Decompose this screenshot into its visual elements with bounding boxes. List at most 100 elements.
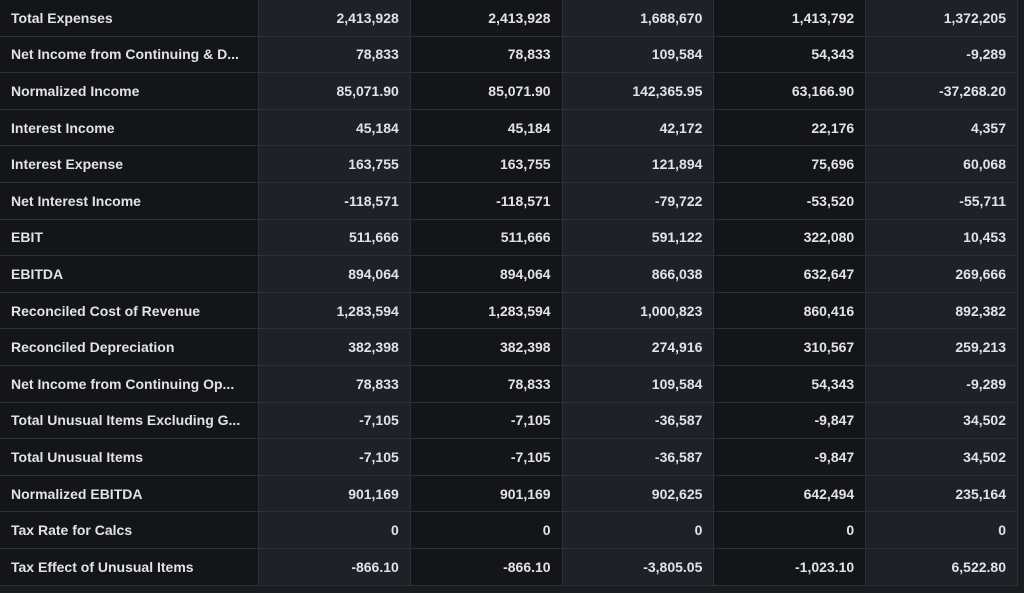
value-cell: 1,372,205 (865, 0, 1018, 37)
row-label: Tax Rate for Calcs (0, 511, 259, 549)
value-cell: -7,105 (409, 438, 563, 476)
row-label: Interest Income (0, 108, 259, 147)
value-cell: 6,522.80 (865, 547, 1018, 586)
value-cell: 142,365.95 (561, 72, 715, 110)
row-label: Interest Expense (0, 145, 259, 183)
table-row: EBITDA 894,064 894,064 866,038 632,647 269,66… (0, 255, 1018, 293)
row-label: EBITDA (0, 255, 259, 293)
value-cell: 1,283,594 (258, 291, 411, 330)
row-label: Net Income from Continuing Op... (0, 364, 259, 403)
value-cell: -79,722 (561, 181, 715, 220)
value-cell: 274,916 (561, 328, 715, 366)
value-cell: 1,413,792 (713, 0, 867, 37)
table-row: Net Income from Continuing Op... 78,833 78… (0, 364, 1018, 403)
value-cell: 0 (865, 511, 1018, 549)
value-cell: -7,105 (258, 438, 411, 476)
value-cell: 892,382 (865, 291, 1018, 330)
row-label: Net Income from Continuing & D... (0, 35, 259, 74)
value-cell: 382,398 (409, 328, 563, 366)
value-cell: -53,520 (713, 181, 867, 220)
row-label: Total Unusual Items (0, 438, 259, 476)
value-cell: -9,847 (713, 401, 867, 440)
table-row: Interest Income 45,184 45,184 42,172 22,176 4… (0, 108, 1018, 147)
value-cell: 1,688,670 (561, 0, 715, 37)
value-cell: -7,105 (409, 401, 563, 440)
value-cell: 75,696 (713, 145, 867, 183)
value-cell: -7,105 (258, 401, 411, 440)
value-cell: 109,584 (561, 364, 715, 403)
value-cell: -37,268.20 (865, 72, 1018, 110)
value-cell: 63,166.90 (713, 72, 867, 110)
value-cell: 78,833 (258, 364, 411, 403)
value-cell: 78,833 (258, 35, 411, 74)
value-cell: 894,064 (258, 255, 411, 293)
value-cell: 866,038 (561, 255, 715, 293)
row-label: Reconciled Cost of Revenue (0, 291, 259, 330)
value-cell: 109,584 (561, 35, 715, 74)
value-cell: 0 (561, 511, 715, 549)
value-cell: 22,176 (713, 108, 867, 147)
row-label: Total Unusual Items Excluding G... (0, 401, 259, 440)
value-cell: 10,453 (865, 218, 1018, 257)
value-cell: 54,343 (713, 364, 867, 403)
value-cell: 45,184 (409, 108, 563, 147)
value-cell: 382,398 (258, 328, 411, 366)
table-row: Total Expenses 2,413,928 2,413,928 1,688,67… (0, 0, 1018, 37)
table-row: Tax Effect of Unusual Items -866.10 -866.1… (0, 547, 1018, 586)
value-cell: 860,416 (713, 291, 867, 330)
value-cell: 54,343 (713, 35, 867, 74)
value-cell: 85,071.90 (409, 72, 563, 110)
value-cell: 0 (258, 511, 411, 549)
value-cell: 310,567 (713, 328, 867, 366)
value-cell: -3,805.05 (561, 547, 715, 586)
row-label: Net Interest Income (0, 181, 259, 220)
table-row: Interest Expense 163,755 163,755 121,894 75,… (0, 145, 1018, 183)
value-cell: 45,184 (258, 108, 411, 147)
value-cell: -55,711 (865, 181, 1018, 220)
value-cell: 1,283,594 (409, 291, 563, 330)
value-cell: 34,502 (865, 438, 1018, 476)
value-cell: 78,833 (409, 35, 563, 74)
value-cell: -9,847 (713, 438, 867, 476)
value-cell: 0 (713, 511, 867, 549)
value-cell: 591,122 (561, 218, 715, 257)
value-cell: 163,755 (409, 145, 563, 183)
table-row: Tax Rate for Calcs 0 0 0 0 0 (0, 511, 1018, 549)
value-cell: 511,666 (409, 218, 563, 257)
value-cell: 322,080 (713, 218, 867, 257)
value-cell: -866.10 (258, 547, 411, 586)
table-row: Net Interest Income -118,571 -118,571 -79,7… (0, 181, 1018, 220)
table-row: Total Unusual Items Excluding G... -7,105… (0, 401, 1018, 440)
row-label: EBIT (0, 218, 259, 257)
value-cell: 901,169 (258, 474, 411, 513)
value-cell: 2,413,928 (258, 0, 411, 37)
value-cell: 1,000,823 (561, 291, 715, 330)
table-row: EBIT 511,666 511,666 591,122 322,080 10,453 (0, 218, 1018, 257)
value-cell: 163,755 (258, 145, 411, 183)
value-cell: -36,587 (561, 438, 715, 476)
value-cell: 642,494 (713, 474, 867, 513)
value-cell: 259,213 (865, 328, 1018, 366)
table-row: Total Unusual Items -7,105 -7,105 -36,587 -9… (0, 438, 1018, 476)
value-cell: 902,625 (561, 474, 715, 513)
table-row: Reconciled Cost of Revenue 1,283,594 1,283… (0, 291, 1018, 330)
table-row: Normalized Income 85,071.90 85,071.90 142,3… (0, 72, 1018, 110)
value-cell: -118,571 (258, 181, 411, 220)
value-cell: 894,064 (409, 255, 563, 293)
value-cell: 2,413,928 (409, 0, 563, 37)
row-label: Tax Effect of Unusual Items (0, 547, 259, 586)
value-cell: 85,071.90 (258, 72, 411, 110)
value-cell: -36,587 (561, 401, 715, 440)
value-cell: -9,289 (865, 35, 1018, 74)
value-cell: 121,894 (561, 145, 715, 183)
value-cell: 60,068 (865, 145, 1018, 183)
value-cell: 269,666 (865, 255, 1018, 293)
table-row: Reconciled Depreciation 382,398 382,398 274… (0, 328, 1018, 366)
table-row: Normalized EBITDA 901,169 901,169 902,625 64… (0, 474, 1018, 513)
row-label: Total Expenses (0, 0, 259, 37)
table-row: Net Income from Continuing & D... 78,833 7… (0, 35, 1018, 74)
value-cell: 42,172 (561, 108, 715, 147)
value-cell: 4,357 (865, 108, 1018, 147)
value-cell: -118,571 (409, 181, 563, 220)
